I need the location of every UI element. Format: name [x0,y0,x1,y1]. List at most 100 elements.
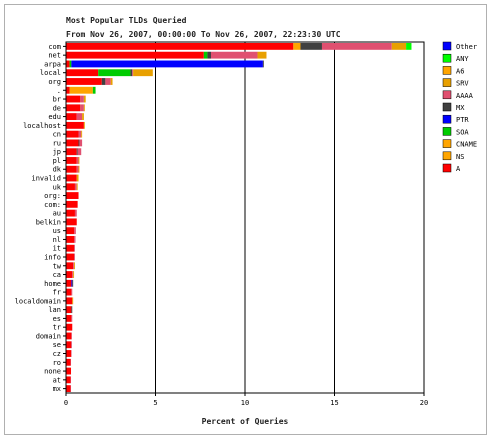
bar-segment-es-A [66,314,72,322]
bar-group-belkin [66,218,77,226]
bar-group-tw [66,262,75,270]
category-label: localhost [23,122,61,130]
category-label: ro [53,359,61,367]
bar-segment-org:-A [66,192,79,199]
legend-swatch-PTR [442,114,452,124]
bar-segment-tr-A [66,323,73,331]
bar-segment-pl-AAAA [76,157,79,164]
bar-segment-ro-AAAA [70,358,72,366]
bars-layer [66,42,412,393]
bar-segment-.-SOA [92,86,96,94]
bar-segment-ca-AAAA [72,271,74,278]
bar-segment-cn-SRV [81,130,83,138]
bar-group-au [66,209,77,217]
bar-segment-br-SRV [83,95,86,103]
bar-group-jp [66,148,82,156]
bar-segment-br-AAAA [80,95,84,103]
category-label: mx [53,385,61,393]
bar-group-pl [66,157,80,164]
bar-group-com [66,42,412,50]
bar-segment-it-A [66,244,75,252]
legend: Other ANY A6 SRV AAAA MX PTR SOA CNAME NS A [442,41,477,173]
bar-segment-tw-AAAA [73,262,75,270]
bar-segment-net-MX [207,51,211,59]
bar-segment-dk-AAAA [76,165,79,173]
category-label: jp [53,148,61,156]
legend-label-A6: A6 [456,67,464,75]
bar-segment-lan-A [66,306,72,314]
bar-segment-jp-AAAA [77,148,82,156]
grid-layer [155,42,335,393]
category-label: se [53,341,61,349]
bar-segment-local-AAAA [132,69,134,77]
legend-swatch-CNAME [442,139,452,148]
bar-segment-ru-MX [78,139,80,147]
bar-segment-at-AAAA [70,376,72,384]
category-label: invalid [31,175,61,183]
bar-segment-ca-SRV [73,271,75,278]
category-label: org: [44,192,61,200]
legend-swatch-SOA [442,127,452,136]
bar-segment-com-AAAA [321,42,392,50]
chart-title: Most Popular TLDs Queried [66,16,187,25]
category-label: none [44,368,61,376]
bar-group-net [66,51,267,59]
bar-segment-ro-A [66,358,71,366]
bar-segment-fr-AAAA [71,288,73,296]
bar-group-local [66,69,153,77]
bar-segment-org-MX [101,78,106,85]
category-label: nl [53,236,61,244]
bar-segment-local-SOA [98,69,131,77]
x-tick-label: 0 [64,399,68,407]
legend-label-ANY: ANY [456,55,469,63]
bar-segment-edu-SRV [82,113,84,121]
bar-segment-it-AAAA [74,244,75,252]
category-label: tr [53,324,61,332]
bar-segment-com-ANY [406,42,412,50]
bar-group-at [66,376,72,384]
legend-swatch-AAAA [442,90,452,100]
bar-segment-de-AAAA [80,104,84,112]
bar-segment-local-MX [130,69,133,77]
bar-segment-localdomain-A [66,297,73,305]
category-label: tw [53,262,62,270]
bar-segment-lan-MX [71,306,73,314]
bar-group-br [66,95,86,103]
legend-label-NS: NS [456,153,464,161]
bar-segment-org-AAAA [105,78,111,85]
bar-segment-at-A [66,376,71,384]
bar-segment-arpa-SOA [69,60,72,68]
x-tick-label: 10 [241,399,249,407]
bar-group-nl [66,236,76,243]
bar-segment-domain-AAAA [71,332,72,340]
bar-segment-home-MX [72,279,74,287]
category-label: localdomain [15,297,61,305]
category-label: com [48,43,61,51]
bar-segment-us-A [66,227,75,235]
bar-segment-de-A [66,104,81,112]
bar-segment-jp-MX [76,148,78,156]
bar-segment-org-A [66,78,102,85]
bar-segment-de-SRV [83,104,85,112]
bar-segment-arpa-PTR [71,60,263,68]
bar-segment-us-AAAA [74,227,76,235]
legend-label-A: A [456,165,461,173]
bar-segment-net-AAAA [210,51,258,59]
bar-segment-net-SRV [257,51,267,59]
bar-segment-uk-SRV [76,183,78,191]
bar-segment-cz-A [66,350,72,357]
category-label: arpa [44,60,61,68]
labels-layer: 0 5 10 15 20 comnetarpalocalorg.brdeedulocalh… [15,43,429,407]
bar-segment-com-NS [293,42,301,50]
axis-layer [63,41,425,396]
bar-segment-dk-A [66,165,77,173]
legend-swatch-MX [442,102,452,112]
bar-segment-com-SRV [391,42,407,50]
bar-group-org [66,78,113,85]
category-label: edu [48,113,61,121]
bar-segment-fr-A [66,288,72,296]
bar-segment-nl-AAAA [74,236,76,243]
bar-segment-jp-A [66,148,77,156]
category-label: es [53,315,61,323]
